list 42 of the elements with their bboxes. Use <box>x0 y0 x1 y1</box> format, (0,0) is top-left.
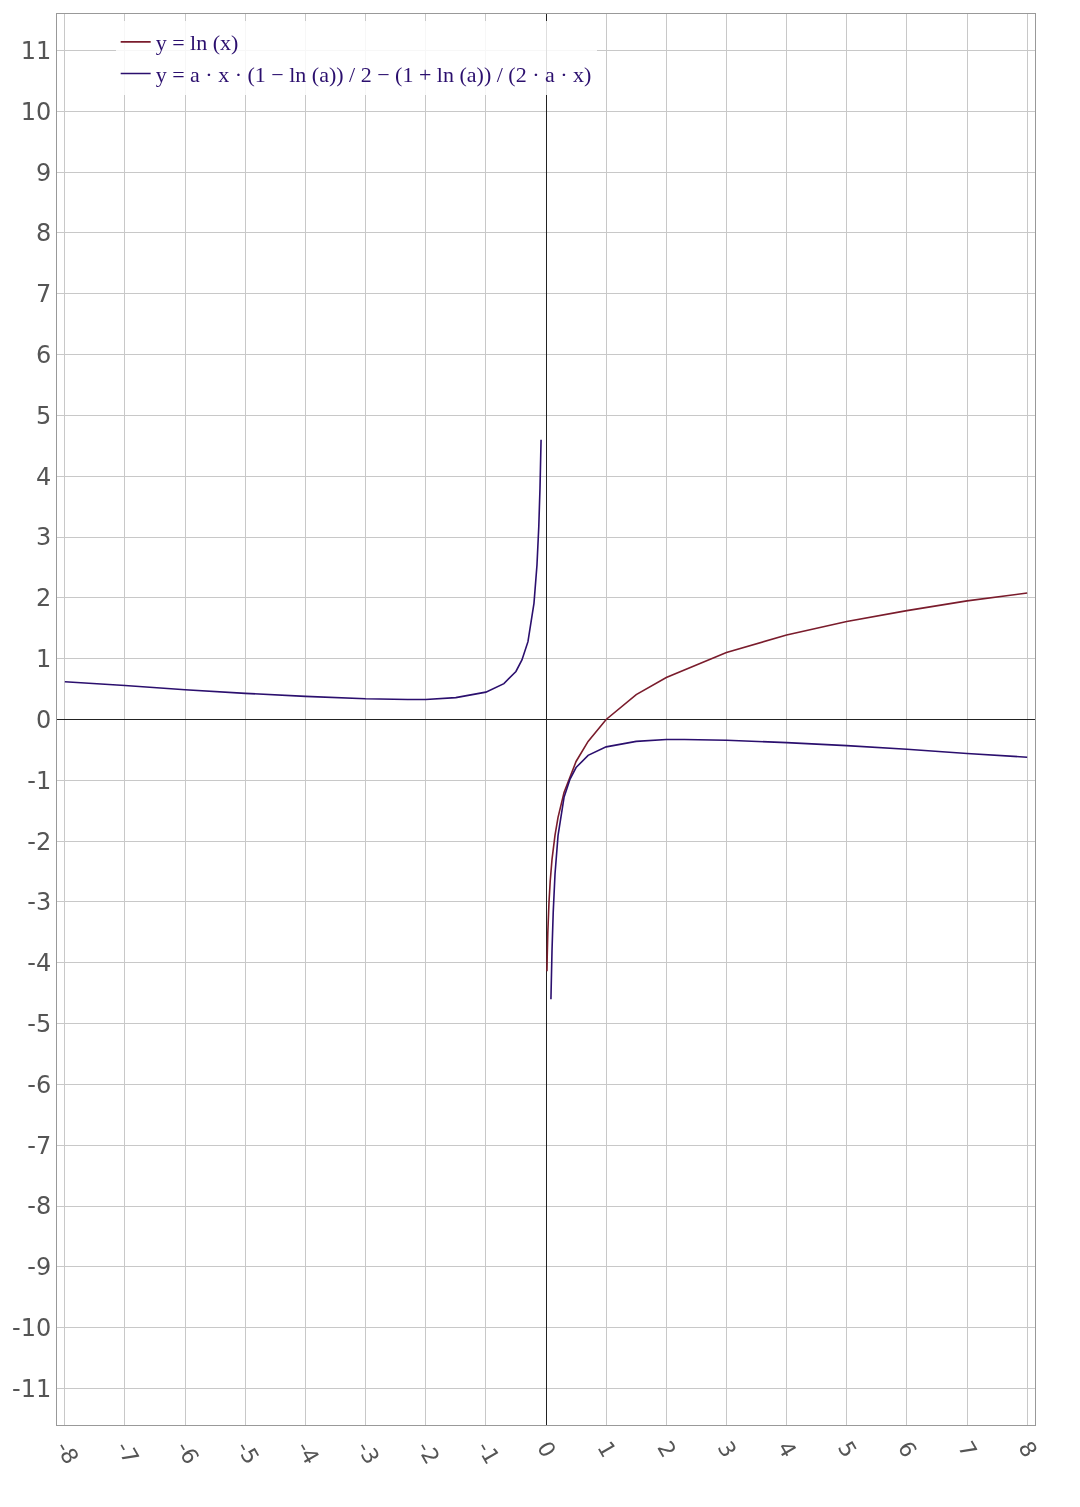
x-tick-label: 3 <box>712 1436 742 1462</box>
y-tick-label: 7 <box>35 280 52 309</box>
y-tick-label: 1 <box>35 645 52 674</box>
x-tick-label: -2 <box>411 1436 445 1469</box>
y-tick-label: -5 <box>27 1009 52 1038</box>
x-tick-label: -3 <box>351 1436 385 1469</box>
x-tick-label: 8 <box>1013 1436 1042 1462</box>
y-tick-label: 11 <box>20 36 52 65</box>
y-tick-label: -11 <box>12 1374 52 1403</box>
y-tick-label: 8 <box>35 219 52 248</box>
y-tick-label: -2 <box>27 827 52 856</box>
legend-label: y = ln (x) <box>155 30 239 56</box>
x-tick-label: -6 <box>171 1436 204 1469</box>
y-tick-label: -4 <box>27 949 52 978</box>
x-tick-label: -7 <box>111 1436 144 1469</box>
x-tick-label: 4 <box>772 1436 802 1462</box>
x-tick-label: -5 <box>231 1436 265 1469</box>
x-tick-label: -1 <box>471 1436 505 1469</box>
y-tick-label: -8 <box>27 1192 52 1221</box>
x-tick-label: 7 <box>953 1436 982 1462</box>
x-tick-label: 6 <box>893 1436 922 1462</box>
y-tick-label: -7 <box>27 1131 52 1160</box>
y-tick-label: 9 <box>35 158 52 187</box>
y-tick-label: -3 <box>27 888 52 917</box>
y-tick-label: 4 <box>35 462 52 491</box>
legend-label: y = a · x · (1 − ln (a)) / 2 − (1 + ln (a)) / (2 · a · x) <box>155 62 592 88</box>
y-tick-label: -10 <box>12 1314 52 1343</box>
x-tick-label: 2 <box>652 1436 682 1462</box>
x-tick-label: 0 <box>532 1436 561 1462</box>
y-tick-label: 6 <box>35 340 52 369</box>
y-tick-label: 5 <box>35 401 52 430</box>
y-tick-label: -9 <box>27 1253 52 1282</box>
x-tick-label: 1 <box>592 1436 621 1462</box>
y-tick-label: 2 <box>35 584 52 613</box>
x-tick-label: 5 <box>832 1436 862 1462</box>
y-tick-label: -1 <box>27 766 52 795</box>
y-tick-label: -6 <box>27 1070 52 1099</box>
line-series <box>546 592 1028 973</box>
y-tick-label: 3 <box>35 523 52 552</box>
x-tick-label: -4 <box>291 1436 325 1469</box>
y-tick-label: 10 <box>20 97 52 126</box>
y-tick-label: 0 <box>35 705 52 734</box>
